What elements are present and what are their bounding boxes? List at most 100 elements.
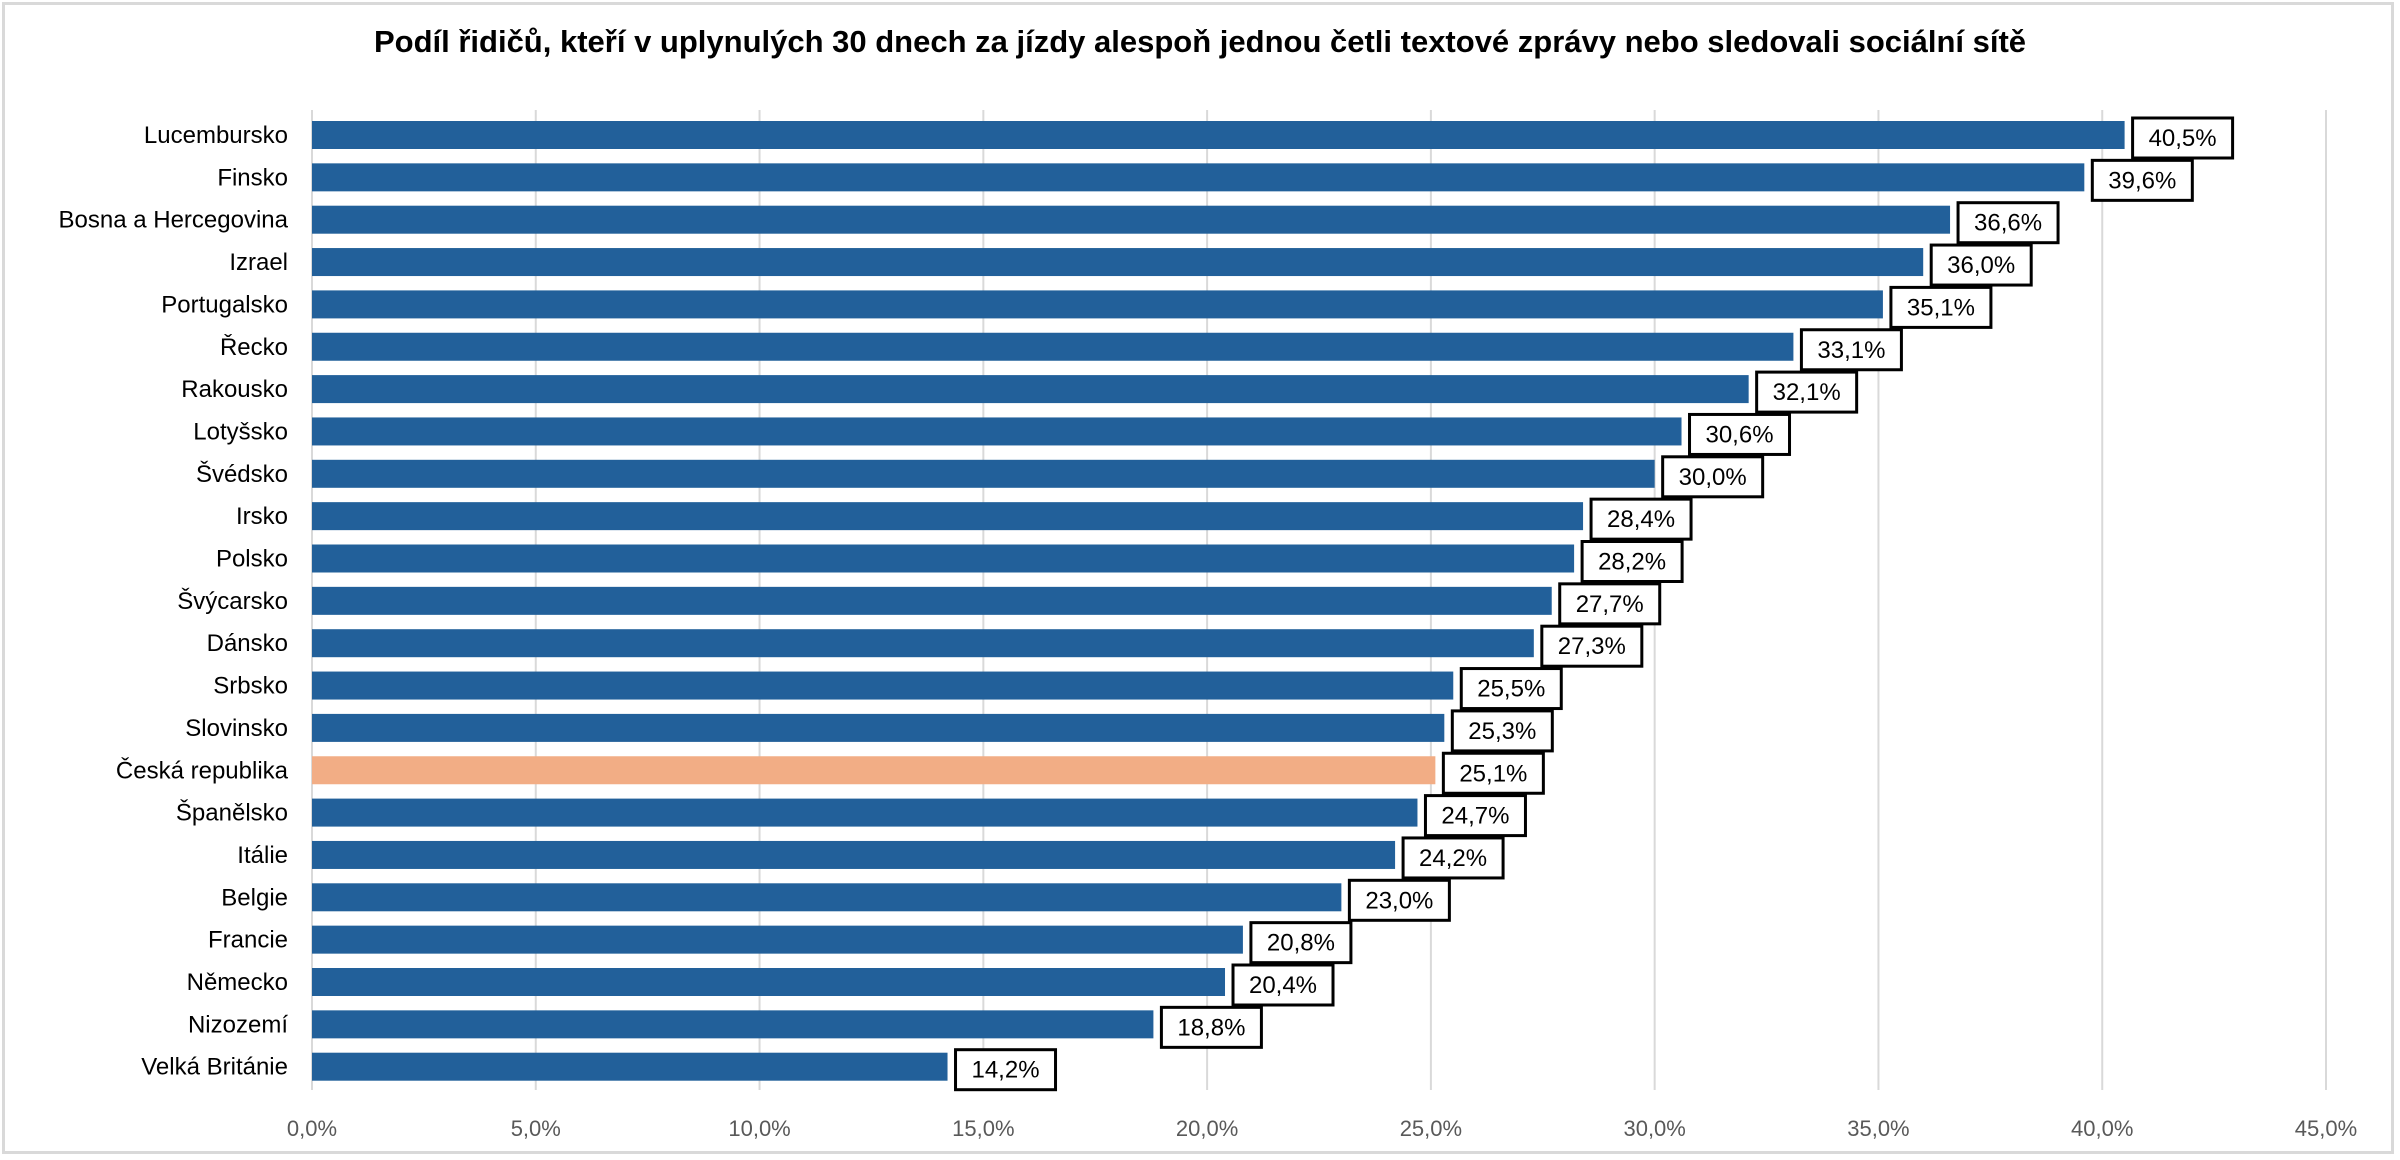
data-label: 28,4% (1607, 506, 1675, 533)
data-label-box (1589, 497, 1693, 541)
category-label: Belgie (221, 884, 288, 911)
data-label: 24,2% (1419, 845, 1487, 872)
data-label-box (1159, 1005, 1263, 1049)
category-label: Švýcarsko (177, 587, 288, 615)
data-label-box (1347, 878, 1451, 922)
data-label: 25,5% (1477, 676, 1545, 703)
category-label: Srbsko (213, 673, 288, 700)
data-label: 30,6% (1705, 421, 1773, 448)
category-label: Portugalsko (161, 291, 288, 318)
x-tick-label: 5,0% (511, 1116, 561, 1141)
x-tick-label: 40,0% (2071, 1116, 2133, 1141)
data-label-box (1401, 836, 1505, 880)
category-label: Švédsko (196, 460, 288, 488)
category-label: Lotyšsko (193, 418, 288, 445)
category-label: Irsko (236, 503, 288, 530)
data-label: 24,7% (1441, 803, 1509, 830)
bar (312, 883, 1342, 912)
category-label: Česká republika (116, 756, 289, 784)
x-tick-label: 20,0% (1176, 1116, 1238, 1141)
data-label: 30,0% (1679, 464, 1747, 491)
category-label: Slovinsko (185, 715, 288, 742)
data-label-box (954, 1048, 1058, 1092)
data-label: 18,8% (1177, 1014, 1245, 1041)
x-tick-label: 10,0% (728, 1116, 790, 1141)
bar (312, 586, 1552, 615)
data-label-box (1441, 751, 1545, 795)
bar (312, 375, 1749, 404)
bar (312, 121, 2125, 149)
data-label: 25,3% (1468, 718, 1536, 745)
bar (312, 756, 1436, 785)
data-label: 14,2% (971, 1057, 1039, 1084)
bar (312, 629, 1534, 658)
bar (312, 290, 1883, 319)
data-label: 27,7% (1576, 591, 1644, 618)
bar (312, 544, 1575, 573)
x-tick-label: 15,0% (952, 1116, 1014, 1141)
data-label: 40,5% (2149, 125, 2217, 152)
x-tick-label: 35,0% (1847, 1116, 1909, 1141)
data-label-box (1799, 328, 1903, 372)
data-label-box (2131, 116, 2235, 160)
data-label: 25,1% (1459, 760, 1527, 787)
bar (312, 713, 1445, 742)
data-label: 35,1% (1907, 294, 1975, 321)
chart-title: Podíl řidičů, kteří v uplynulých 30 dnec… (373, 24, 2027, 59)
bar (312, 205, 1951, 234)
data-label: 33,1% (1817, 337, 1885, 364)
data-label: 36,6% (1974, 210, 2042, 237)
bar (312, 1052, 948, 1081)
data-label-box (1755, 370, 1859, 414)
data-label-box (1889, 285, 1993, 329)
category-label: Polsko (216, 546, 288, 573)
category-label: Španělsko (176, 799, 288, 827)
category-label: Nizozemí (188, 1011, 288, 1038)
bar (312, 502, 1584, 531)
data-label: 28,2% (1598, 549, 1666, 576)
data-label: 20,4% (1249, 972, 1317, 999)
category-label: Bosna a Hercegovina (59, 207, 289, 234)
bar (312, 1010, 1154, 1039)
bar (312, 968, 1226, 996)
x-tick-label: 25,0% (1400, 1116, 1462, 1141)
data-label: 39,6% (2108, 167, 2176, 194)
data-label: 36,0% (1947, 252, 2015, 279)
data-label-box (1459, 667, 1563, 711)
category-label: Řecko (220, 334, 288, 361)
bar (312, 248, 1924, 277)
x-tick-label: 45,0% (2295, 1116, 2357, 1141)
data-label-box (1540, 624, 1644, 668)
bar (312, 332, 1794, 361)
data-label-box (1661, 455, 1765, 499)
data-label-box (1558, 582, 1662, 626)
data-label-box (1688, 412, 1792, 456)
data-label: 27,3% (1558, 633, 1626, 660)
category-label: Izrael (229, 249, 288, 276)
category-label: Velká Británie (141, 1054, 288, 1081)
bar (312, 925, 1243, 954)
data-label-box (1249, 921, 1353, 965)
bar (312, 163, 2085, 192)
data-label-box (1929, 243, 2033, 287)
data-label: 32,1% (1773, 379, 1841, 406)
data-label-box (1450, 709, 1554, 753)
data-label-box (1231, 963, 1335, 1007)
bar (312, 459, 1655, 488)
category-label: Francie (208, 927, 288, 954)
bar (312, 417, 1682, 446)
category-label: Dánsko (207, 630, 288, 657)
category-label: Rakousko (181, 376, 288, 403)
data-label: 23,0% (1365, 887, 1433, 914)
category-label: Lucembursko (144, 122, 288, 149)
data-label-box (2090, 158, 2194, 202)
bar (312, 840, 1396, 869)
category-label: Finsko (217, 164, 288, 191)
data-label-box (1580, 540, 1684, 583)
bar (312, 798, 1418, 827)
x-tick-label: 30,0% (1623, 1116, 1685, 1141)
data-label-box (1956, 201, 2060, 245)
x-tick-label: 0,0% (287, 1116, 337, 1141)
